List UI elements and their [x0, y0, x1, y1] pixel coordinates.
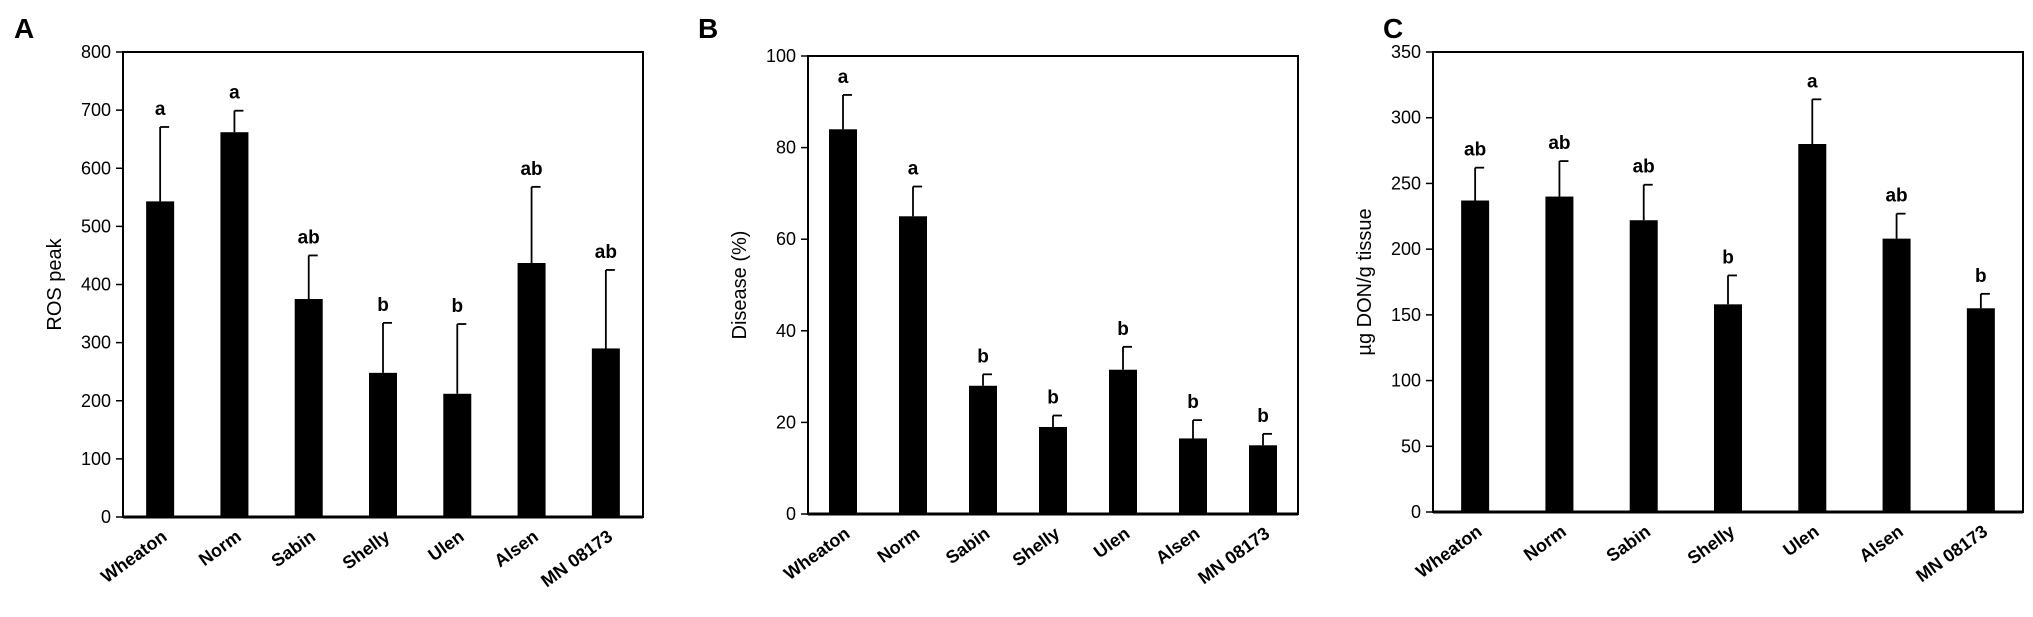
- y-tick-label: 350: [1391, 42, 1421, 62]
- category-label: Sabin: [268, 526, 319, 571]
- significance-letter: ab: [298, 227, 320, 248]
- category-label: Ulen: [1779, 521, 1822, 560]
- bar: [591, 348, 620, 517]
- y-tick-label: 600: [81, 158, 111, 178]
- chart-panel-b: B Disease (%) 0 20 40 60 80 100 a Wheaton a Norm b Sa…: [698, 13, 1299, 588]
- bar: [1882, 238, 1911, 512]
- significance-letter: b: [1047, 388, 1059, 409]
- category-label: Shelly: [1009, 523, 1064, 570]
- bar: [829, 129, 857, 514]
- chart-panel-a: A ROS peak 0 100 200 300 400 500 600 700 800 a Wheat…: [14, 13, 644, 591]
- y-tick-label: 500: [81, 216, 111, 236]
- significance-letter: b: [1722, 247, 1734, 268]
- category-label: Wheaton: [1412, 521, 1485, 582]
- bar: [517, 262, 546, 517]
- y-tick-label: 40: [776, 321, 796, 341]
- y-tick-label: 100: [81, 449, 111, 469]
- category-label: Alsen: [1152, 523, 1203, 568]
- category-label: Wheaton: [97, 526, 170, 587]
- significance-letter: b: [451, 296, 463, 317]
- category-label: Alsen: [1855, 521, 1906, 566]
- y-tick-label: 150: [1391, 305, 1421, 325]
- category-label: Ulen: [424, 526, 467, 565]
- bar: [443, 393, 472, 517]
- category-label: MN 08173: [1194, 523, 1273, 588]
- bar: [1714, 304, 1742, 512]
- significance-letter: a: [155, 99, 166, 120]
- significance-letter: ab: [1548, 133, 1570, 154]
- panel-label: A: [14, 13, 34, 44]
- y-axis-label: Disease (%): [729, 231, 751, 340]
- y-tick-label: 800: [81, 42, 111, 62]
- y-tick-label: 200: [81, 391, 111, 411]
- y-tick-label: 200: [1391, 239, 1421, 259]
- y-axis-label: µg DON/g tissue: [1354, 208, 1376, 355]
- category-label: Norm: [1520, 521, 1570, 565]
- bar: [899, 216, 927, 515]
- category-label: MN 08173: [1912, 521, 1991, 586]
- bar: [1249, 445, 1277, 514]
- significance-letter: ab: [520, 159, 542, 180]
- bar: [1545, 196, 1574, 513]
- significance-letter: b: [1187, 392, 1199, 413]
- category-label: Shelly: [339, 526, 394, 573]
- panel-label: B: [698, 13, 718, 44]
- bar: [294, 299, 323, 517]
- significance-letter: a: [908, 159, 919, 180]
- y-tick-label: 700: [81, 100, 111, 120]
- significance-letter: a: [1807, 71, 1818, 92]
- bar: [1798, 144, 1827, 512]
- bar: [1179, 438, 1207, 514]
- bar: [1461, 200, 1490, 512]
- y-tick-label: 0: [101, 507, 111, 527]
- y-tick-label: 300: [81, 333, 111, 353]
- y-tick-label: 50: [1401, 436, 1421, 456]
- y-tick-label: 0: [786, 504, 796, 524]
- category-label: Ulen: [1090, 523, 1133, 562]
- significance-letter: ab: [1633, 157, 1655, 178]
- bar: [1039, 426, 1067, 514]
- category-label: Wheaton: [780, 523, 853, 584]
- bar: [146, 201, 175, 517]
- category-label: Alsen: [490, 526, 541, 571]
- category-label: Shelly: [1684, 521, 1739, 568]
- significance-letter: b: [1257, 406, 1269, 427]
- category-label: Norm: [874, 523, 924, 567]
- y-tick-label: 0: [1411, 502, 1421, 522]
- y-tick-label: 100: [766, 46, 796, 66]
- y-tick-label: 60: [776, 229, 796, 249]
- significance-letter: ab: [1885, 186, 1907, 207]
- significance-letter: b: [1117, 319, 1129, 340]
- category-label: Sabin: [942, 523, 993, 568]
- y-tick-label: 250: [1391, 173, 1421, 193]
- panel-label: C: [1383, 13, 1403, 44]
- chart-panel-c: Cµg DON/g tissue050100150200250300350abW…: [1354, 13, 2024, 586]
- y-tick-label: 80: [776, 138, 796, 158]
- significance-letter: b: [1975, 266, 1987, 287]
- bar: [969, 385, 997, 514]
- bar: [1966, 308, 1995, 512]
- bar: [1109, 369, 1137, 514]
- y-axis-label: ROS peak: [44, 237, 66, 330]
- significance-letter: ab: [595, 242, 617, 263]
- bar: [220, 132, 249, 517]
- y-tick-label: 20: [776, 412, 796, 432]
- category-label: Norm: [195, 526, 245, 570]
- y-tick-label: 400: [81, 275, 111, 295]
- y-tick-label: 300: [1391, 108, 1421, 128]
- bar: [369, 372, 397, 517]
- bar: [1629, 220, 1658, 512]
- significance-letter: a: [838, 67, 849, 88]
- significance-letter: b: [377, 295, 389, 316]
- y-tick-label: 100: [1391, 371, 1421, 391]
- significance-letter: a: [229, 83, 240, 104]
- significance-letter: b: [977, 346, 989, 367]
- category-label: MN 08173: [537, 526, 616, 591]
- significance-letter: ab: [1464, 140, 1486, 161]
- category-label: Sabin: [1603, 521, 1654, 566]
